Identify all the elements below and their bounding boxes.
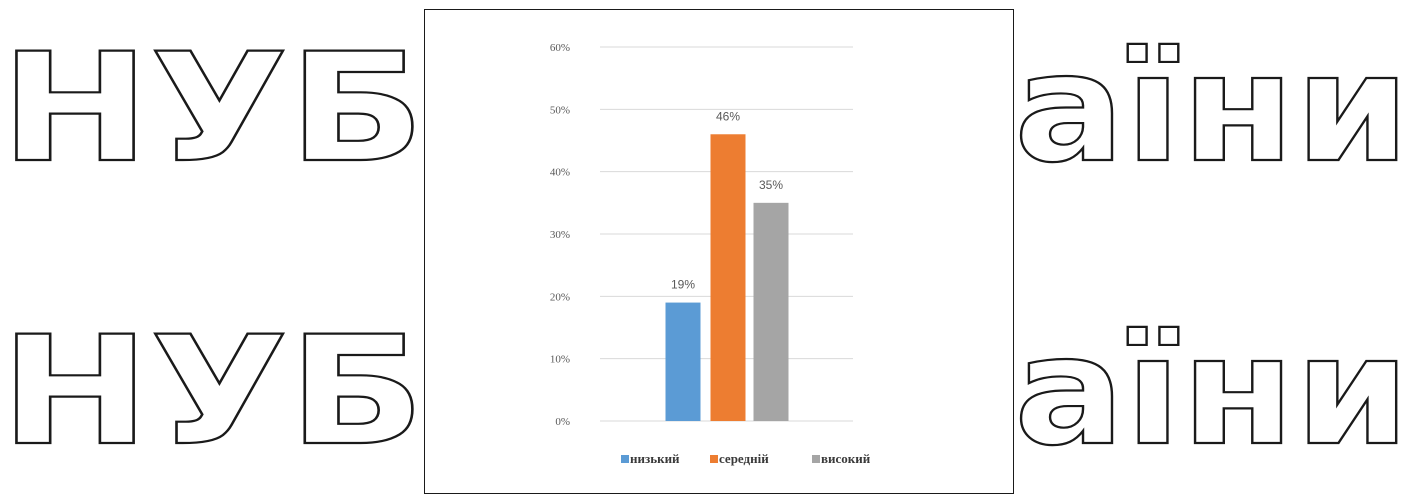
watermark-line1-left: НУБ [0, 22, 425, 196]
legend-swatch [621, 455, 629, 463]
legend-label: високий [821, 451, 871, 466]
bar-chart: 0% 10% 20% 30% 40% 50% 60% 19% 46% 35% низький сере… [550, 42, 871, 466]
y-tick-label: 40% [550, 167, 570, 179]
y-tick-label: 60% [550, 42, 570, 54]
y-tick-label: 10% [550, 354, 570, 366]
legend-swatch [812, 455, 820, 463]
bar-2 [710, 134, 746, 421]
chart-frame: 0% 10% 20% 30% 40% 50% 60% 19% 46% 35% низький сере… [424, 9, 1014, 494]
bar-1 [665, 302, 701, 421]
legend-swatch [710, 455, 718, 463]
y-tick-label: 50% [550, 104, 570, 116]
y-tick-label: 0% [555, 416, 570, 428]
watermark-line2-left: НУБ [0, 305, 425, 479]
data-label: 35% [759, 178, 783, 192]
y-tick-label: 20% [550, 291, 570, 303]
data-label: 19% [671, 278, 695, 292]
watermark-line2-right: аїни [1014, 305, 1410, 479]
data-label: 46% [716, 109, 740, 123]
y-tick-label: 30% [550, 229, 570, 241]
legend-label: низький [630, 451, 680, 466]
legend-label: середній [719, 451, 769, 466]
bar-3 [753, 202, 789, 421]
watermark-line1-right: аїни [1014, 22, 1410, 196]
